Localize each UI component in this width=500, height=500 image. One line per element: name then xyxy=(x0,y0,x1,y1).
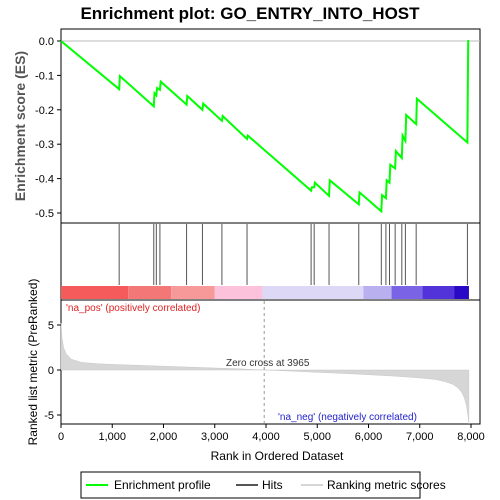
x-tick-label: 5,000 xyxy=(303,431,331,443)
es-y-tick-label: -0.5 xyxy=(35,208,54,220)
na-pos-label: 'na_pos' (positively correlated) xyxy=(66,303,200,314)
heatmap-segment xyxy=(61,286,129,299)
legend-hits-label: Hits xyxy=(262,478,283,492)
heatmap-segment xyxy=(454,286,469,299)
legend-metric-label: Ranking metric scores xyxy=(327,478,446,492)
x-ticks: 0 1,000 2,000 3,000 4,000 5,000 6,000 7,000 8,00… xyxy=(58,424,485,443)
heatmap-segment xyxy=(171,286,215,299)
heatmap-segment xyxy=(363,286,392,299)
rank-y-tick-label: -5 xyxy=(44,410,54,422)
x-tick-label: 2,000 xyxy=(150,431,178,443)
x-tick-label: 8,000 xyxy=(457,431,485,443)
chart-title: Enrichment plot: GO_ENTRY_INTO_HOST xyxy=(80,4,420,23)
enrichment-profile-line xyxy=(60,39,470,214)
rank-heatmap xyxy=(61,286,469,299)
heatmap-segment xyxy=(262,286,364,299)
zero-cross-label: Zero cross at 3965 xyxy=(226,358,310,369)
heatmap-segment xyxy=(422,286,455,299)
es-y-tick-label: 0.0 xyxy=(39,36,54,48)
rank-y-axis-label: Ranked list metric (PreRanked) xyxy=(26,279,40,446)
x-tick-label: 6,000 xyxy=(355,431,383,443)
heatmap-segment xyxy=(391,286,423,299)
hits-group xyxy=(118,224,468,285)
x-axis-label: Rank in Ordered Dataset xyxy=(211,449,344,463)
es-y-axis-label: Enrichment score (ES) xyxy=(12,51,28,201)
rank-y-tick-label: 0 xyxy=(48,365,54,377)
legend-profile-label: Enrichment profile xyxy=(114,478,211,492)
heatmap-segment xyxy=(128,286,172,299)
es-y-tick-label: -0.1 xyxy=(35,70,54,82)
heatmap-segment xyxy=(214,286,263,299)
ranking-metric-area xyxy=(60,323,470,425)
es-y-tick-label: -0.3 xyxy=(35,139,54,151)
es-y-tick-label: -0.2 xyxy=(35,105,54,117)
es-y-ticks: 0.0 -0.1 -0.2 -0.3 -0.4 -0.5 xyxy=(35,36,61,220)
na-neg-label: 'na_neg' (negatively correlated) xyxy=(278,412,417,423)
es-y-tick-label: -0.4 xyxy=(35,174,54,186)
rank-y-tick-label: 5 xyxy=(48,320,54,332)
x-tick-label: 0 xyxy=(58,431,64,443)
x-tick-label: 1,000 xyxy=(98,431,126,443)
rank-y-ticks: 5 0 -5 xyxy=(44,320,61,422)
x-tick-label: 7,000 xyxy=(406,431,434,443)
x-tick-label: 4,000 xyxy=(252,431,280,443)
x-tick-label: 3,000 xyxy=(201,431,229,443)
